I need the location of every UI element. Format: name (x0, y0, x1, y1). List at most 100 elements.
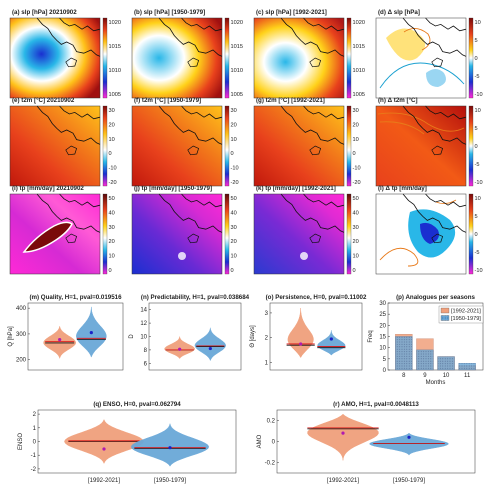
map-frame (253, 193, 345, 275)
legend-swatch (440, 307, 450, 314)
legend-label: [1992-2021] (451, 309, 481, 315)
map-frame (131, 17, 223, 99)
colorbar-tick: -10 (475, 180, 483, 186)
colorbar (225, 18, 229, 98)
colorbar-tick: 1020 (231, 20, 243, 26)
coastline (425, 105, 467, 120)
coastline (280, 17, 345, 57)
colorbar-tick: -5 (475, 162, 480, 168)
x-tick-label: 11 (464, 373, 471, 379)
coastline (280, 105, 345, 145)
coastline (303, 193, 345, 208)
y-tick-label: 6 (144, 361, 148, 367)
event-marker (341, 431, 345, 435)
panel-title: (c) slp [hPa] [1992-2021] (256, 9, 327, 16)
colorbar (347, 194, 351, 274)
coastline (431, 145, 444, 156)
panel-title: (f) t2m [°C] [1950-1979] (134, 97, 201, 104)
event-marker (58, 337, 62, 342)
colorbar-tick: -20 (353, 180, 361, 186)
colorbar-frame (346, 17, 352, 99)
violin-shape (194, 327, 226, 362)
colorbar-tick: 0 (353, 151, 356, 157)
colorbar-tick: 10 (475, 20, 481, 26)
anomaly-blob (386, 28, 426, 61)
y-tick-label: 30 (379, 301, 386, 307)
y-tick-label: 15 (379, 335, 386, 341)
map-frame (253, 17, 345, 99)
x-axis-label: Months (426, 380, 446, 386)
y-tick-label: 25 (379, 312, 386, 318)
y-tick-label: 1 (265, 361, 269, 367)
colorbar-tick: 0 (475, 56, 478, 62)
coastline (402, 193, 467, 233)
colorbar-tick: 0 (231, 151, 234, 157)
violin-shape (164, 336, 195, 360)
colorbar-tick: 20 (353, 122, 359, 128)
panel-title: (k) tp [mm/day] [1992-2021] (256, 185, 336, 192)
colorbar-tick: 50 (109, 196, 115, 202)
coastline (303, 105, 345, 120)
coastline (158, 17, 223, 57)
x-tick-label: 9 (423, 373, 427, 379)
map-field (10, 106, 100, 186)
map-field (254, 18, 344, 98)
colorbar-tick: 50 (353, 196, 359, 202)
colorbar (225, 106, 229, 186)
contour-line (377, 112, 465, 132)
y-tick-label: 2 (265, 336, 269, 342)
map-panel: (g) t2m [°C] [1992-2021] 30 20 10 0 -10 -20 (253, 97, 361, 187)
colorbar-tick: -10 (109, 166, 117, 172)
coastline (181, 193, 223, 208)
colorbar (103, 18, 107, 98)
panel-title: (a) slp [hPa] 20210902 (12, 9, 77, 16)
x-tick-label: [1992-2021] (88, 478, 120, 484)
plot-frame (269, 302, 363, 371)
colorbar-tick: 0 (475, 232, 478, 238)
colorbar-tick: -20 (109, 180, 117, 186)
anomaly-blob (420, 222, 439, 244)
panel-title: (g) t2m [°C] [1992-2021] (256, 97, 325, 104)
colorbar-frame (102, 17, 108, 99)
legend-box (438, 305, 484, 324)
event-marker (102, 447, 106, 451)
map-frame (9, 193, 101, 275)
chart-panel: (o) Persistence, H=0, pval=0.11002 1 2 3 Θ [… (250, 294, 367, 371)
violin-shape (369, 432, 449, 456)
map-frame (131, 105, 223, 187)
coastline (59, 193, 101, 208)
panel-title: (l) Δ tp [mm/day] (378, 185, 427, 192)
chart-panel: (m) Quality, H=1, pval=0.019516 200 300 400… (8, 294, 124, 371)
y-tick-label: 200 (16, 358, 27, 364)
map-frame (131, 193, 223, 275)
y-tick-label: 2 (33, 412, 37, 418)
y-tick-label: 20 (379, 323, 386, 329)
violin-shape (43, 326, 77, 360)
coastline (158, 193, 223, 233)
contour-line (379, 62, 465, 89)
colorbar-tick: -10 (231, 166, 239, 172)
y-axis-label: AMO (257, 434, 263, 448)
chart-panel: (r) AMO, H=1, pval=0.0048113 -0.2 0 0.2 AMO [… (257, 401, 476, 484)
map-field (132, 194, 222, 274)
panel-title: (b) slp [hPa] [1950-1979] (134, 9, 205, 16)
map-frame (375, 193, 467, 275)
coastline (187, 145, 200, 156)
colorbar (469, 194, 473, 274)
colorbar-tick: 1005 (231, 92, 243, 98)
colorbar-tick: 1015 (109, 44, 121, 50)
map-panel: (f) t2m [°C] [1950-1979] 30 20 10 0 -10 -20 (131, 97, 239, 187)
colorbar-frame (346, 193, 352, 275)
y-tick-label: 0.2 (267, 419, 276, 425)
colorbar-tick: 5 (475, 38, 478, 44)
y-tick-label: 0 (383, 368, 387, 374)
map-panels: (a) slp [hPa] 202109021020101510101005(b… (9, 9, 483, 275)
colorbar-tick: 10 (475, 108, 481, 114)
rain-spot (178, 252, 186, 260)
map-panel: (k) tp [mm/day] [1992-2021] 50 40 30 20 10 0 (253, 185, 359, 275)
map-field (376, 18, 466, 98)
colorbar-tick: 1005 (109, 92, 121, 98)
map-field (254, 106, 344, 186)
colorbar-tick: -10 (353, 166, 361, 172)
